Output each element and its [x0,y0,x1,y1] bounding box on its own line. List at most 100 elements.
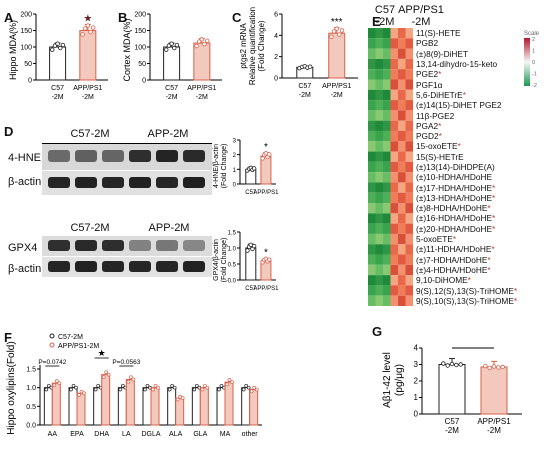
f-annotation: P=0.0563 [112,359,140,366]
heatmap-cell [368,28,376,39]
blot2-label-gpx4: GPX4 [8,242,38,254]
b-tick-label: 0 [142,78,146,85]
heatmap-cell [390,110,398,121]
heatmap-cell [375,203,383,214]
heatmap-cell [375,69,383,80]
heatmap-row-star: * [492,182,496,193]
heatmap-cell [390,264,398,276]
b-tick-label: 100 [134,45,146,52]
heatmap-cell [398,275,406,286]
panel-c-chart: ptgs2 mRNA Relative quantification (Fold… [239,7,358,99]
heatmap-row-label-text: 9(S),12(S),13(S)-TriHOME [416,285,514,296]
heatmap-row-label-text: 11(S)-HETE [416,28,461,39]
heatmap-row-star: * [513,285,518,296]
heatmap-cell [405,254,413,265]
blot-band [48,177,70,188]
f-tick-label: 0.5 [26,404,36,411]
f-category-label: DHA [94,431,109,438]
f-point [194,383,199,388]
heatmap-cell [390,182,398,193]
heatmap-cell [398,130,406,142]
blot-band [129,177,151,188]
heatmap-row-star: * [438,69,442,80]
blot-band [156,177,178,188]
f-bar [199,387,209,426]
blot1-header-line [42,143,212,144]
b-point [174,42,180,48]
heatmap-row-label: 11(S)-HETE [416,29,461,37]
heatmap-row-star: * [452,234,457,245]
heatmap-cell [405,275,413,286]
heatmap-cell [383,182,391,193]
g-bar [438,364,466,415]
blot-band [102,240,124,251]
heatmap-cell [390,58,398,70]
heatmap-cell [368,38,376,49]
heatmap-cell [383,120,391,131]
heatmap-col-header-c57: C57 -2M [374,4,396,29]
f-point [96,383,101,388]
f-point [128,375,133,380]
heatmap-cell [383,233,391,245]
heatmap-cell [398,69,406,80]
panel-d-bar1: 4-HNE/β-actin (Fold Change) 0 1 2 3 C57APP/P… [213,139,279,197]
heatmap-cell [383,172,391,183]
heatmap-row-star: * [467,275,471,286]
b-point [164,47,169,52]
c-tick-label: 6 [274,12,278,19]
f-legend-label: APP/PS1-2M [58,343,99,350]
b-group-sublabel: -2M [166,94,178,100]
heatmap-row-label: (±)11-HDHA/HDoHE* [416,245,495,253]
heatmap-row-label: PGF1α [416,80,442,89]
heatmap-cell [405,223,413,234]
blot1-label-actin: β-actin [8,176,42,188]
heatmap-cell [383,130,391,142]
f-point [254,387,259,392]
panel-label-e: E [372,14,381,29]
f-category-label: GLA [193,431,207,438]
heatmap-cell [383,79,391,90]
heatmap-row-label: 11β-PGE2 [416,111,454,120]
heatmap-row-label-text: (±)17-HDHA/HDoHE [416,182,493,193]
heatmap-cell [390,295,398,306]
f-category-label: EPA [70,431,84,438]
panel-g-chart: Aβ1-42 level (pg/μg) 01234C57-2MAPP/PS1-… [382,344,522,435]
f-point [225,382,229,387]
heatmap-cell [398,110,406,121]
a-group-sublabel: -2M [82,94,94,100]
g-bar [480,366,508,415]
f-category-label: AA [48,431,58,438]
heatmap-cell [405,79,413,90]
heatmap-cell [390,213,398,224]
g-group-label: APP/PS1 [477,417,511,426]
heatmap-cell [398,100,406,111]
heatmap-cell [390,141,398,152]
f-bar [224,381,234,426]
panel-b-ylabel: Cortex MDA(%) [122,18,132,81]
heatmap-cell [383,89,391,101]
heatmap-cell [375,28,383,39]
panel-b-chart: Cortex MDA(%) 0 50 100 150 200 C57 -2M APP/PS1 -… [122,12,222,100]
blot-band [75,177,97,188]
heatmap-row-star: * [492,223,496,234]
heatmap-cell [405,28,413,39]
d2-tick-label: 0.0 [228,279,237,285]
d1-group-label: C57 [245,190,257,196]
heatmap-cell [405,38,413,49]
heatmap-row-label: 9,10-DiHOME* [416,276,471,284]
f-bar [175,397,185,426]
heatmap-row-label: (±)14(15)-DiHET PGE2 [416,101,502,109]
heatmap-row-label-text: 15-oxoETE [416,141,458,152]
f-point [126,379,131,384]
a-group-label: C57 [51,85,64,92]
f-category-label: ALA [169,431,183,438]
b-tick-label: 50 [138,61,146,68]
d1-tick-label: 2 [233,153,237,159]
panel-g-ylabel-2: (pg/μg) [394,364,405,396]
d2-significance: * [264,247,268,258]
heatmap-cell [398,38,406,49]
heatmap-row-label-text: (±)16-HDHA/HDoHE [416,213,493,224]
heatmap-cell [375,48,383,59]
heatmap-cell [368,100,376,111]
heatmap-row-label: (±)17-HDHA/HDoHE* [416,182,496,193]
